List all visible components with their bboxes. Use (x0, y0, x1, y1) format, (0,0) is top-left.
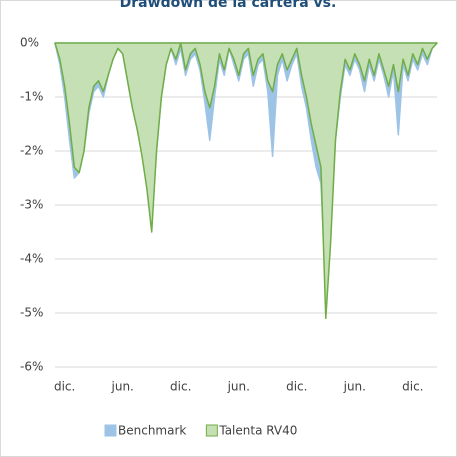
x-tick-label: jun. (343, 380, 366, 394)
x-tick-label: dic. (54, 380, 75, 394)
y-tick-label: -1% (20, 90, 43, 104)
legend-swatch (205, 424, 218, 437)
x-tick-label: dic. (170, 380, 191, 394)
legend-label: Talenta RV40 (218, 424, 297, 438)
y-tick-label: -4% (20, 252, 43, 266)
y-tick-label: -6% (20, 360, 43, 374)
legend-swatch (104, 424, 117, 437)
y-tick-label: -2% (20, 144, 43, 158)
legend-label: Benchmark (118, 424, 186, 438)
y-tick-label: -5% (20, 306, 43, 320)
y-tick-label: -3% (20, 198, 43, 212)
x-tick-label: jun. (227, 380, 250, 394)
x-tick-label: jun. (111, 380, 134, 394)
x-tick-label: dic. (402, 380, 423, 394)
x-tick-label: dic. (286, 380, 307, 394)
chart-title: Drawdown de la cartera vs. (120, 0, 337, 11)
y-tick-label: 0% (20, 36, 39, 50)
area (54, 42, 438, 320)
